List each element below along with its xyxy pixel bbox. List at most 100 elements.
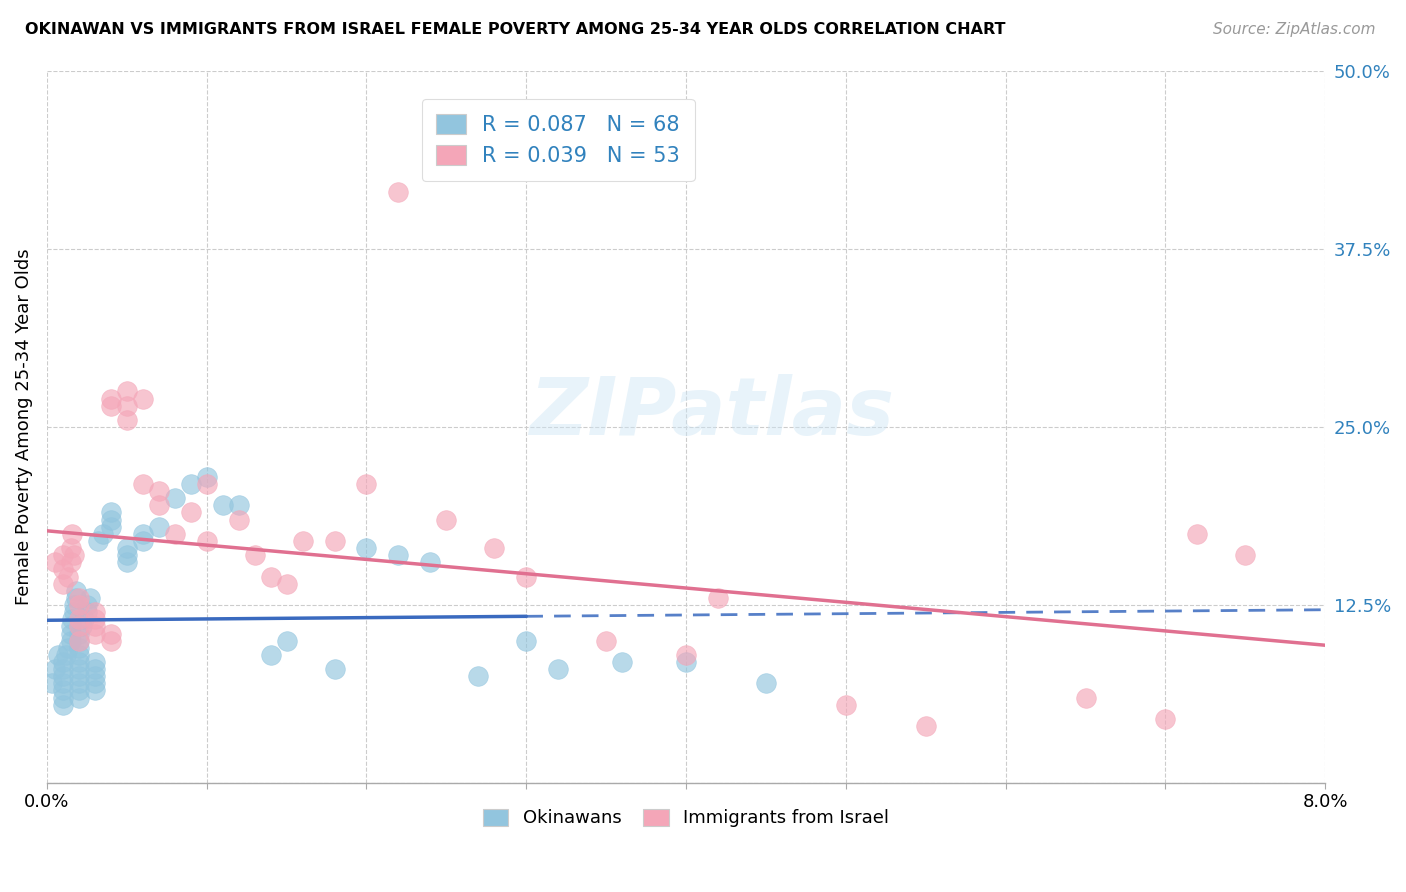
- Point: [148, 484, 170, 499]
- Point: [56, 640, 79, 655]
- Point: [148, 520, 170, 534]
- Point: [62, 526, 84, 541]
- Point: [707, 591, 730, 605]
- Point: [67, 612, 90, 626]
- Point: [259, 569, 281, 583]
- Point: [387, 185, 409, 199]
- Point: [55, 648, 77, 662]
- Point: [195, 470, 218, 484]
- Point: [67, 591, 90, 605]
- Point: [484, 541, 506, 555]
- Point: [52, 662, 75, 676]
- Point: [41, 676, 63, 690]
- Point: [115, 555, 138, 569]
- Point: [1234, 548, 1257, 562]
- Point: [83, 655, 105, 669]
- Point: [52, 655, 75, 669]
- Point: [100, 513, 122, 527]
- Point: [83, 683, 105, 698]
- Point: [148, 499, 170, 513]
- Point: [100, 520, 122, 534]
- Point: [67, 676, 90, 690]
- Point: [65, 583, 87, 598]
- Point: [67, 648, 90, 662]
- Point: [132, 477, 155, 491]
- Point: [67, 655, 90, 669]
- Point: [100, 399, 122, 413]
- Point: [115, 399, 138, 413]
- Point: [132, 392, 155, 406]
- Point: [180, 506, 202, 520]
- Point: [132, 526, 155, 541]
- Point: [44, 662, 66, 676]
- Point: [387, 548, 409, 562]
- Point: [228, 499, 250, 513]
- Point: [83, 619, 105, 633]
- Point: [70, 619, 93, 633]
- Point: [835, 698, 858, 712]
- Point: [52, 669, 75, 683]
- Point: [91, 526, 114, 541]
- Point: [67, 683, 90, 698]
- Point: [59, 555, 82, 569]
- Point: [547, 662, 569, 676]
- Point: [63, 598, 86, 612]
- Point: [419, 555, 441, 569]
- Point: [180, 477, 202, 491]
- Point: [100, 506, 122, 520]
- Point: [56, 569, 79, 583]
- Point: [63, 548, 86, 562]
- Point: [914, 719, 936, 733]
- Point: [83, 662, 105, 676]
- Point: [195, 533, 218, 548]
- Point: [115, 413, 138, 427]
- Point: [595, 633, 617, 648]
- Text: ZIPatlas: ZIPatlas: [529, 374, 894, 452]
- Y-axis label: Female Poverty Among 25-34 Year Olds: Female Poverty Among 25-34 Year Olds: [15, 249, 32, 606]
- Point: [72, 612, 94, 626]
- Point: [163, 526, 186, 541]
- Point: [83, 676, 105, 690]
- Point: [67, 662, 90, 676]
- Point: [79, 591, 101, 605]
- Point: [87, 533, 110, 548]
- Point: [52, 698, 75, 712]
- Point: [67, 633, 90, 648]
- Point: [675, 648, 697, 662]
- Point: [115, 548, 138, 562]
- Point: [100, 392, 122, 406]
- Point: [52, 676, 75, 690]
- Point: [52, 690, 75, 705]
- Point: [44, 555, 66, 569]
- Point: [163, 491, 186, 506]
- Point: [515, 569, 537, 583]
- Point: [67, 640, 90, 655]
- Point: [467, 669, 489, 683]
- Point: [67, 633, 90, 648]
- Point: [276, 576, 298, 591]
- Point: [52, 548, 75, 562]
- Point: [755, 676, 778, 690]
- Point: [67, 690, 90, 705]
- Point: [1187, 526, 1209, 541]
- Point: [243, 548, 266, 562]
- Point: [100, 626, 122, 640]
- Point: [63, 605, 86, 619]
- Point: [59, 633, 82, 648]
- Point: [675, 655, 697, 669]
- Point: [76, 598, 98, 612]
- Point: [52, 562, 75, 576]
- Point: [76, 605, 98, 619]
- Point: [1074, 690, 1097, 705]
- Point: [59, 619, 82, 633]
- Point: [323, 662, 346, 676]
- Point: [434, 513, 457, 527]
- Point: [228, 513, 250, 527]
- Point: [83, 669, 105, 683]
- Point: [211, 499, 233, 513]
- Point: [132, 533, 155, 548]
- Point: [115, 541, 138, 555]
- Point: [67, 598, 90, 612]
- Point: [195, 477, 218, 491]
- Point: [67, 669, 90, 683]
